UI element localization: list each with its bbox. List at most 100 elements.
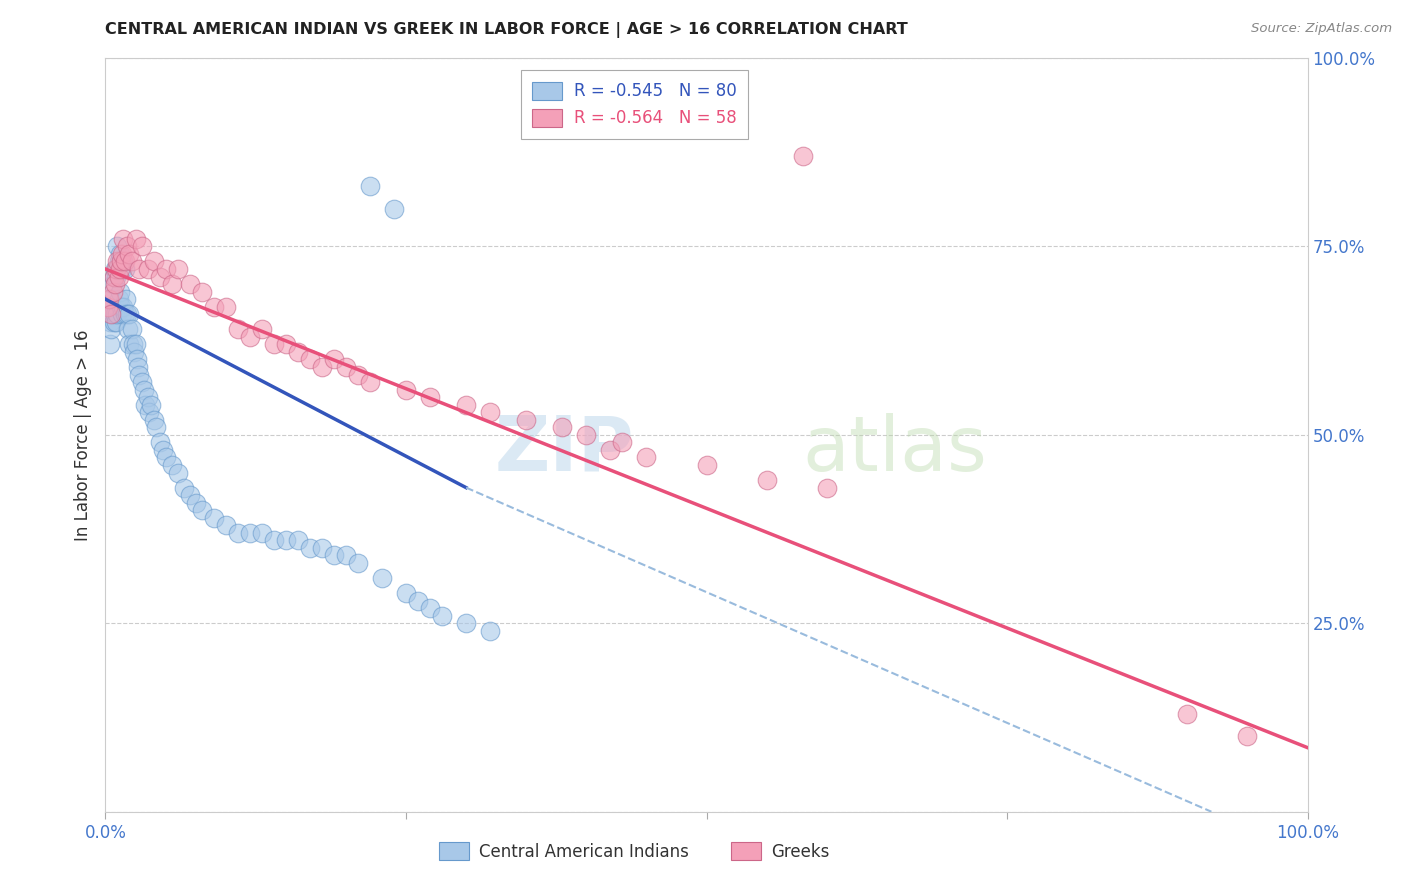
- Point: [107, 307, 129, 321]
- Point: [160, 277, 183, 292]
- Point: [274, 337, 297, 351]
- Point: [117, 322, 139, 336]
- Point: [359, 179, 381, 194]
- Point: [101, 285, 124, 299]
- Point: [202, 300, 225, 314]
- Point: [114, 254, 136, 268]
- Point: [359, 375, 381, 389]
- Point: [111, 247, 134, 261]
- Point: [250, 525, 273, 540]
- Point: [108, 262, 131, 277]
- Point: [105, 315, 128, 329]
- Point: [104, 277, 127, 292]
- Point: [101, 277, 124, 292]
- Point: [115, 239, 138, 253]
- Point: [138, 405, 160, 419]
- Point: [97, 300, 120, 314]
- Point: [155, 450, 177, 465]
- Point: [239, 525, 262, 540]
- Point: [250, 322, 273, 336]
- Point: [575, 428, 598, 442]
- Point: [103, 315, 125, 329]
- Point: [111, 307, 134, 321]
- Point: [118, 247, 141, 261]
- Point: [121, 322, 143, 336]
- Point: [184, 496, 207, 510]
- Point: [696, 458, 718, 472]
- Point: [121, 254, 143, 268]
- Point: [322, 549, 344, 563]
- Point: [100, 322, 122, 336]
- Point: [136, 262, 159, 277]
- Point: [124, 345, 146, 359]
- Point: [118, 307, 141, 321]
- Point: [112, 254, 135, 268]
- Point: [110, 254, 132, 268]
- Point: [419, 601, 441, 615]
- Point: [190, 503, 212, 517]
- Point: [755, 473, 778, 487]
- Point: [239, 330, 262, 344]
- Point: [100, 307, 122, 321]
- Point: [134, 398, 156, 412]
- Point: [551, 420, 574, 434]
- Point: [214, 518, 236, 533]
- Point: [114, 262, 136, 277]
- Point: [128, 262, 150, 277]
- Point: [1175, 706, 1198, 721]
- Point: [430, 608, 453, 623]
- Point: [479, 405, 502, 419]
- Point: [166, 262, 188, 277]
- Point: [202, 510, 225, 524]
- Point: [298, 541, 321, 555]
- Point: [110, 300, 132, 314]
- Point: [118, 337, 141, 351]
- Point: [103, 269, 125, 284]
- Point: [263, 533, 285, 548]
- Point: [112, 232, 135, 246]
- Point: [454, 398, 477, 412]
- Point: [298, 352, 321, 367]
- Point: [347, 556, 370, 570]
- Point: [107, 262, 129, 277]
- Point: [125, 352, 148, 367]
- Point: [406, 593, 429, 607]
- Text: ZIP: ZIP: [495, 413, 634, 487]
- Point: [124, 232, 146, 246]
- Point: [107, 254, 129, 268]
- Point: [105, 269, 128, 284]
- Point: [179, 277, 201, 292]
- Point: [166, 466, 188, 480]
- Point: [115, 292, 138, 306]
- Point: [111, 262, 134, 277]
- Point: [128, 368, 150, 382]
- Point: [322, 352, 344, 367]
- Point: [152, 442, 174, 457]
- Point: [101, 307, 124, 321]
- Point: [395, 383, 418, 397]
- Point: [214, 300, 236, 314]
- Point: [122, 337, 145, 351]
- Point: [815, 481, 838, 495]
- Point: [311, 541, 333, 555]
- Point: [371, 571, 394, 585]
- Point: [136, 390, 159, 404]
- Point: [382, 202, 405, 216]
- Point: [479, 624, 502, 638]
- Point: [160, 458, 183, 472]
- Point: [395, 586, 418, 600]
- Point: [103, 269, 125, 284]
- Point: [98, 337, 121, 351]
- Point: [100, 292, 122, 306]
- Point: [115, 307, 138, 321]
- Text: Source: ZipAtlas.com: Source: ZipAtlas.com: [1251, 22, 1392, 36]
- Point: [454, 616, 477, 631]
- Point: [335, 359, 357, 374]
- Point: [179, 488, 201, 502]
- Point: [142, 254, 165, 268]
- Point: [105, 262, 128, 277]
- Point: [127, 359, 149, 374]
- Point: [142, 413, 165, 427]
- Point: [124, 337, 146, 351]
- Point: [114, 307, 136, 321]
